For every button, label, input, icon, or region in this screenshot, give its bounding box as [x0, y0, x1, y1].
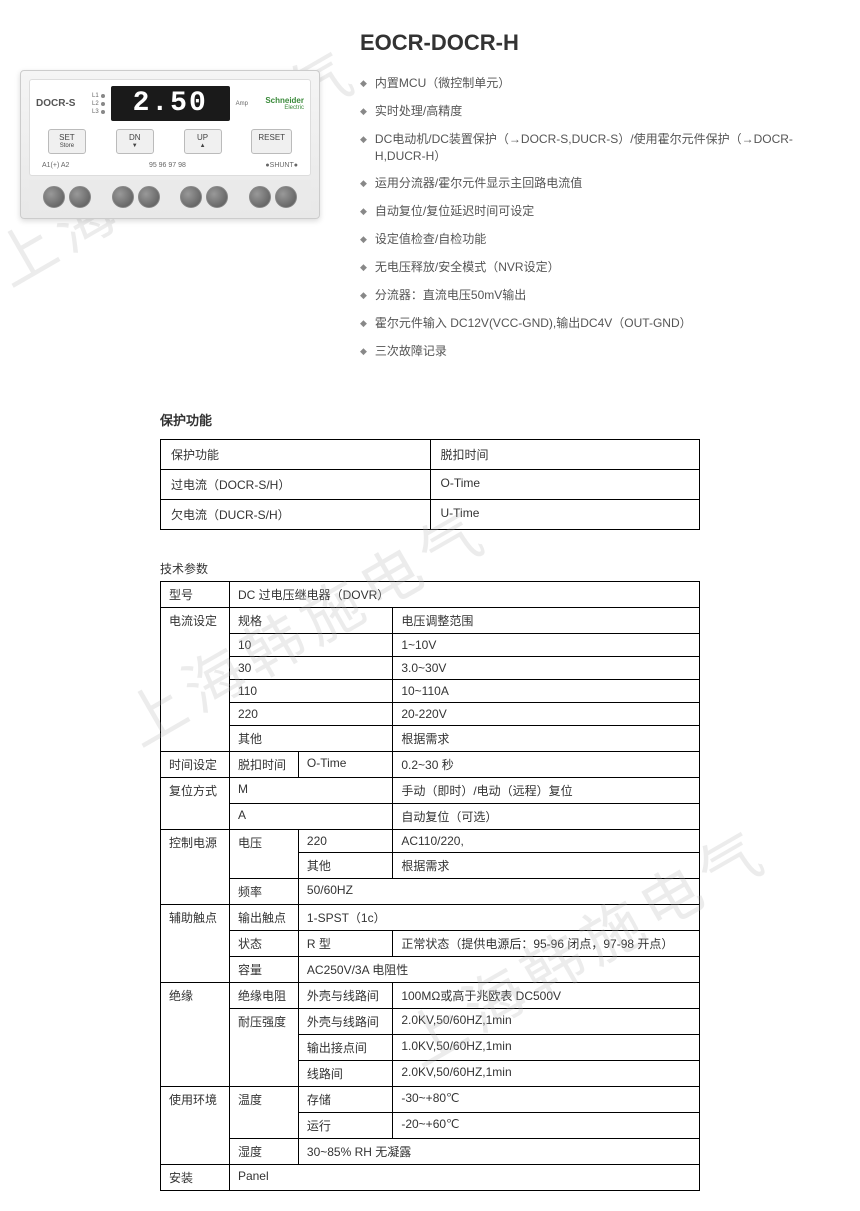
diamond-icon: ◆ [360, 174, 367, 192]
page-title: EOCR-DOCR-H [360, 30, 840, 56]
list-item: ◆三次故障记录 [360, 342, 840, 360]
device-model-label: DOCR-S [36, 98, 86, 109]
list-item: ◆无电压释放/安全模式（NVR设定） [360, 258, 840, 276]
brand-logo: Schneider [254, 96, 304, 105]
top-section: DOCR-S L1 L2 L3 2.50 Amp Schneider Elect… [0, 0, 860, 390]
list-item: ◆DC电动机/DC装置保护（→DOCR-S,DUCR-S）/使用霍尔元件保护（→… [360, 130, 840, 164]
diamond-icon: ◆ [360, 230, 367, 248]
device-button-row: SETStore DN▼ UP▲ RESET [36, 129, 304, 154]
protect-table: 保护功能 脱扣时间 过电流（DOCR-S/H） O-Time 欠电流（DUCR-… [160, 439, 700, 530]
spec-header: 技术参数 [160, 560, 700, 577]
table-row: 容量AC250V/3A 电阻性 [161, 957, 700, 983]
table-row: 辅助触点输出触点1-SPST（1c） [161, 905, 700, 931]
table-row: 耐压强度外壳与线路间2.0KV,50/60HZ,1min [161, 1009, 700, 1035]
table-row: 欠电流（DUCR-S/H） U-Time [161, 500, 700, 530]
device-lcd: 2.50 [111, 86, 230, 121]
table-row: 安装Panel [161, 1165, 700, 1191]
list-item: ◆分流器：直流电压50mV输出 [360, 286, 840, 304]
table-row: 22020-220V [161, 703, 700, 726]
table-row: 101~10V [161, 634, 700, 657]
device-set-button: SETStore [48, 129, 86, 154]
device-dn-button: DN▼ [116, 129, 154, 154]
diamond-icon: ◆ [360, 102, 367, 120]
table-row: 电流设定规格电压调整范围 [161, 608, 700, 634]
device-reset-button: RESET [251, 129, 292, 154]
device-mockup: DOCR-S L1 L2 L3 2.50 Amp Schneider Elect… [20, 70, 320, 219]
diamond-icon: ◆ [360, 74, 367, 92]
device-up-button: UP▲ [184, 129, 222, 154]
protect-header: 保护功能 [160, 410, 700, 429]
device-terminals [29, 180, 311, 210]
table-row: 控制电源电压220AC110/220, [161, 830, 700, 853]
device-led-column: L1 L2 L3 [92, 93, 105, 115]
list-item: ◆实时处理/高精度 [360, 102, 840, 120]
list-item: ◆霍尔元件输入 DC12V(VCC-GND),输出DC4V（OUT-GND） [360, 314, 840, 332]
table-row: 湿度30~85% RH 无凝露 [161, 1139, 700, 1165]
table-row: 使用环境温度存储-30~+80℃ [161, 1087, 700, 1113]
table-row: 303.0~30V [161, 657, 700, 680]
diamond-icon: ◆ [360, 130, 367, 148]
diamond-icon: ◆ [360, 314, 367, 332]
table-row: 其他根据需求 [161, 726, 700, 752]
diamond-icon: ◆ [360, 258, 367, 276]
table-row: 状态R 型正常状态（提供电源后：95-96 闭点，97-98 开点） [161, 931, 700, 957]
diamond-icon: ◆ [360, 286, 367, 304]
table-row: 时间设定脱扣时间O-Time0.2~30 秒 [161, 752, 700, 778]
table-row: 11010~110A [161, 680, 700, 703]
table-row: 型号DC 过电压继电器（DOVR） [161, 582, 700, 608]
spec-table: 型号DC 过电压继电器（DOVR） 电流设定规格电压调整范围 101~10V 3… [160, 581, 700, 1191]
list-item: ◆内置MCU（微控制单元） [360, 74, 840, 92]
table-row: A自动复位（可选） [161, 804, 700, 830]
table-row: 保护功能 脱扣时间 [161, 440, 700, 470]
list-item: ◆设定值检查/自检功能 [360, 230, 840, 248]
protect-section: 保护功能 保护功能 脱扣时间 过电流（DOCR-S/H） O-Time 欠电流（… [0, 410, 860, 1211]
list-item: ◆自动复位/复位延迟时间可设定 [360, 202, 840, 220]
table-row: 绝缘绝缘电阻外壳与线路间100MΩ或高于兆欧表 DC500V [161, 983, 700, 1009]
info-column: EOCR-DOCR-H ◆内置MCU（微控制单元） ◆实时处理/高精度 ◆DC电… [360, 30, 840, 370]
diamond-icon: ◆ [360, 202, 367, 220]
list-item: ◆运用分流器/霍尔元件显示主回路电流值 [360, 174, 840, 192]
table-row: 过电流（DOCR-S/H） O-Time [161, 470, 700, 500]
feature-list: ◆内置MCU（微控制单元） ◆实时处理/高精度 ◆DC电动机/DC装置保护（→D… [360, 74, 840, 360]
product-image: DOCR-S L1 L2 L3 2.50 Amp Schneider Elect… [20, 30, 330, 370]
table-row: 频率50/60HZ [161, 879, 700, 905]
table-row: 复位方式M手动（即时）/电动（远程）复位 [161, 778, 700, 804]
diamond-icon: ◆ [360, 342, 367, 360]
